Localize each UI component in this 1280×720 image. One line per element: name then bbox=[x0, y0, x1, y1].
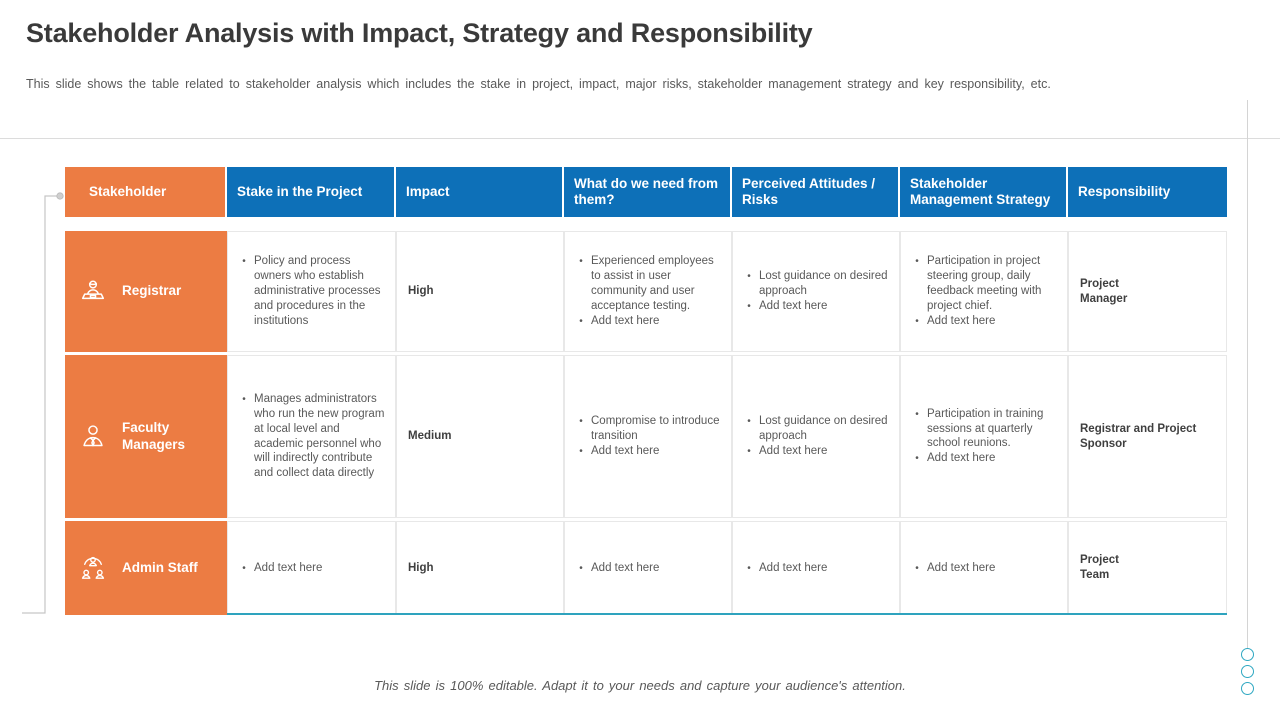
footer-note[interactable]: This slide is 100% editable. Adapt it to… bbox=[374, 678, 906, 693]
stakeholder-name-label: Registrar bbox=[122, 283, 182, 299]
bullet-marker: • bbox=[242, 562, 246, 574]
stakeholder-table: Stakeholder Stake in the Project Impact … bbox=[65, 167, 1227, 615]
bullet-text: Add text here bbox=[927, 561, 996, 574]
manager-person-icon bbox=[75, 420, 111, 454]
bullet-marker: • bbox=[915, 256, 919, 268]
bullet-marker: • bbox=[242, 256, 246, 268]
decor-bracket-line bbox=[22, 192, 64, 614]
bullet-marker: • bbox=[747, 416, 751, 428]
bullet-marker: • bbox=[579, 562, 583, 574]
responsibility-cell[interactable]: Project Manager bbox=[1068, 231, 1227, 352]
stakeholder-name-label: Admin Staff bbox=[122, 559, 198, 575]
risks-cell[interactable]: • Lost guidance on desired approach • Add t… bbox=[732, 355, 900, 518]
bullet-marker: • bbox=[579, 315, 583, 327]
bullet-text: Add text here bbox=[759, 561, 828, 574]
decor-circle-group bbox=[1241, 648, 1254, 699]
strategy-cell[interactable]: • Participation in training sessions at q… bbox=[900, 355, 1068, 518]
bullet-text: Compromise to introduce transition bbox=[591, 415, 720, 442]
stake-cell[interactable]: • Add text here bbox=[227, 521, 396, 615]
stakeholder-name-label: Faculty Managers bbox=[122, 419, 186, 452]
bullet-marker: • bbox=[747, 300, 751, 312]
bullet-marker: • bbox=[579, 445, 583, 457]
bullet-marker: • bbox=[915, 315, 919, 327]
bullet-marker: • bbox=[747, 271, 751, 283]
bullet-text: Participation in project steering group,… bbox=[927, 255, 1042, 312]
admin-hierarchy-icon bbox=[75, 551, 111, 585]
bullet-text: Experienced employees to assist in user … bbox=[591, 255, 714, 312]
stake-cell[interactable]: • Manages administrators who run the new … bbox=[227, 355, 396, 518]
stakeholder-name-cell[interactable]: Admin Staff bbox=[65, 521, 227, 615]
table-bottom-accent-line bbox=[227, 613, 1227, 615]
impact-cell[interactable]: High bbox=[396, 231, 564, 352]
header-stake-in-project[interactable]: Stake in the Project bbox=[227, 167, 396, 217]
responsibility-cell[interactable]: Project Team bbox=[1068, 521, 1227, 615]
table-row: Faculty Managers • Manages administrators … bbox=[65, 355, 1227, 518]
bullet-marker: • bbox=[242, 393, 246, 405]
decor-circle bbox=[1241, 648, 1254, 661]
bullet-marker: • bbox=[579, 416, 583, 428]
responsibility-cell[interactable]: Registrar and Project Sponsor bbox=[1068, 355, 1227, 518]
table-header-row: Stakeholder Stake in the Project Impact … bbox=[65, 167, 1227, 217]
registrar-desk-icon bbox=[75, 275, 111, 309]
risks-cell[interactable]: • Lost guidance on desired approach • Add t… bbox=[732, 231, 900, 352]
bullet-text: Participation in training sessions at qu… bbox=[927, 407, 1044, 450]
risks-cell[interactable]: • Add text here bbox=[732, 521, 900, 615]
header-stakeholder[interactable]: Stakeholder bbox=[65, 167, 227, 217]
bullet-text: Add text here bbox=[254, 561, 323, 574]
page-title[interactable]: Stakeholder Analysis with Impact, Strate… bbox=[26, 18, 813, 48]
bullet-marker: • bbox=[747, 445, 751, 457]
header-responsibility[interactable]: Responsibility bbox=[1068, 167, 1227, 217]
decor-vertical-line bbox=[1247, 100, 1248, 648]
table-body: Registrar • Policy and process owners who … bbox=[65, 231, 1227, 615]
bullet-text: Add text here bbox=[927, 314, 996, 327]
table-row: Registrar • Policy and process owners who … bbox=[65, 231, 1227, 352]
bullet-text: Add text here bbox=[591, 314, 660, 327]
stakeholder-name-cell[interactable]: Faculty Managers bbox=[65, 355, 227, 518]
decor-circle bbox=[1241, 665, 1254, 678]
bullet-text: Add text here bbox=[591, 561, 660, 574]
strategy-cell[interactable]: • Participation in project steering group… bbox=[900, 231, 1068, 352]
divider-line bbox=[0, 138, 1280, 139]
bullet-text: Add text here bbox=[927, 452, 996, 465]
bullet-text: Add text here bbox=[591, 444, 660, 457]
bullet-marker: • bbox=[915, 408, 919, 420]
header-what-do-we-need[interactable]: What do we need from them? bbox=[564, 167, 732, 217]
needs-cell[interactable]: • Experienced employees to assist in user… bbox=[564, 231, 732, 352]
bullet-marker: • bbox=[747, 562, 751, 574]
needs-cell[interactable]: • Add text here bbox=[564, 521, 732, 615]
bullet-marker: • bbox=[915, 453, 919, 465]
bullet-text: Lost guidance on desired approach bbox=[759, 415, 888, 442]
bullet-text: Manages administrators who run the new p… bbox=[254, 392, 385, 480]
bullet-text: Lost guidance on desired approach bbox=[759, 270, 888, 297]
header-management-strategy[interactable]: Stakeholder Management Strategy bbox=[900, 167, 1068, 217]
bullet-text: Policy and process owners who establish … bbox=[254, 255, 381, 327]
needs-cell[interactable]: • Compromise to introduce transition • Add … bbox=[564, 355, 732, 518]
stake-cell[interactable]: • Policy and process owners who establish… bbox=[227, 231, 396, 352]
header-perceived-attitudes[interactable]: Perceived Attitudes / Risks bbox=[732, 167, 900, 217]
decor-circle bbox=[1241, 682, 1254, 695]
strategy-cell[interactable]: • Add text here bbox=[900, 521, 1068, 615]
bullet-marker: • bbox=[915, 562, 919, 574]
impact-cell[interactable]: High bbox=[396, 521, 564, 615]
impact-cell[interactable]: Medium bbox=[396, 355, 564, 518]
slide-subtitle[interactable]: This slide shows the table related to st… bbox=[26, 77, 1051, 91]
table-row: Admin Staff • Add text here High • Add text h… bbox=[65, 521, 1227, 615]
header-impact[interactable]: Impact bbox=[396, 167, 564, 217]
stakeholder-name-cell[interactable]: Registrar bbox=[65, 231, 227, 352]
bullet-marker: • bbox=[579, 256, 583, 268]
bullet-text: Add text here bbox=[759, 444, 828, 457]
bullet-text: Add text here bbox=[759, 299, 828, 312]
